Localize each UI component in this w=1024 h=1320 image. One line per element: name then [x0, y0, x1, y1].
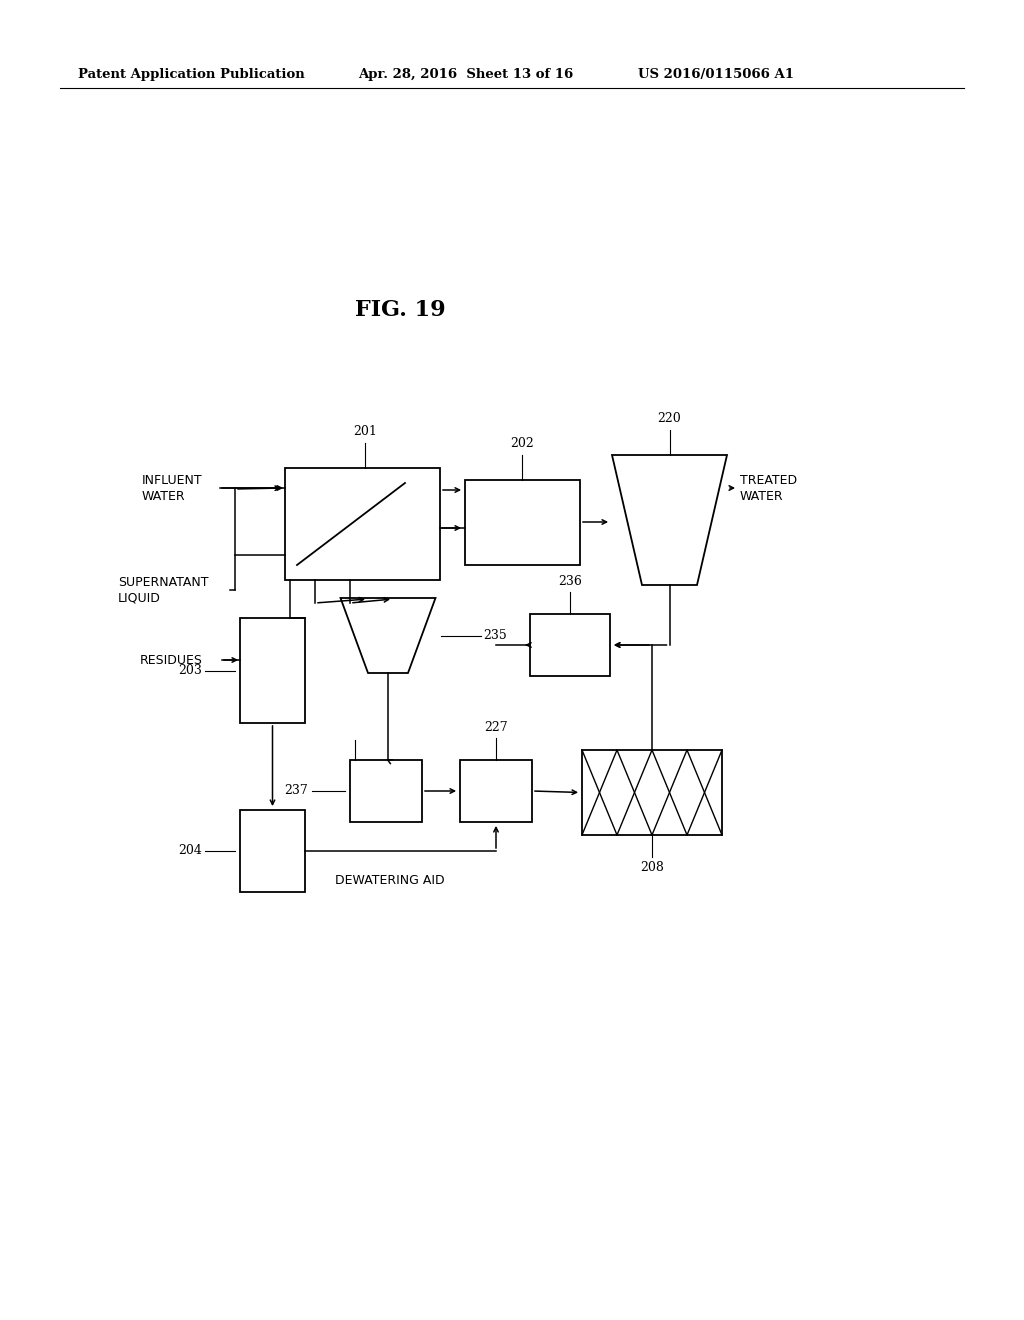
Polygon shape	[341, 598, 435, 673]
Text: DEWATERING AID: DEWATERING AID	[335, 874, 444, 887]
Bar	[285, 469, 440, 579]
Text: 220: 220	[657, 412, 681, 425]
Text: US 2016/0115066 A1: US 2016/0115066 A1	[638, 69, 794, 81]
Text: 237: 237	[285, 784, 308, 797]
Text: 235: 235	[483, 630, 507, 642]
Bar	[240, 810, 305, 892]
Text: 201: 201	[353, 425, 377, 438]
Text: INFLUENT
WATER: INFLUENT WATER	[142, 474, 203, 503]
Bar	[465, 480, 580, 565]
Bar	[530, 614, 610, 676]
Text: Patent Application Publication: Patent Application Publication	[78, 69, 305, 81]
Text: 204: 204	[178, 845, 202, 858]
Text: 202: 202	[510, 437, 534, 450]
Text: 236: 236	[558, 576, 582, 587]
Bar	[582, 750, 722, 836]
Text: 227: 227	[484, 721, 508, 734]
Bar	[240, 618, 305, 723]
Bar	[350, 760, 422, 822]
Text: SUPERNATANT
LIQUID: SUPERNATANT LIQUID	[118, 576, 209, 605]
Polygon shape	[612, 455, 727, 585]
Text: RESIDUES: RESIDUES	[140, 653, 203, 667]
Text: Apr. 28, 2016  Sheet 13 of 16: Apr. 28, 2016 Sheet 13 of 16	[358, 69, 573, 81]
Bar	[460, 760, 532, 822]
Text: 208: 208	[640, 861, 664, 874]
Text: TREATED
WATER: TREATED WATER	[740, 474, 797, 503]
Text: 203: 203	[178, 664, 202, 677]
Text: FIG. 19: FIG. 19	[354, 300, 445, 321]
